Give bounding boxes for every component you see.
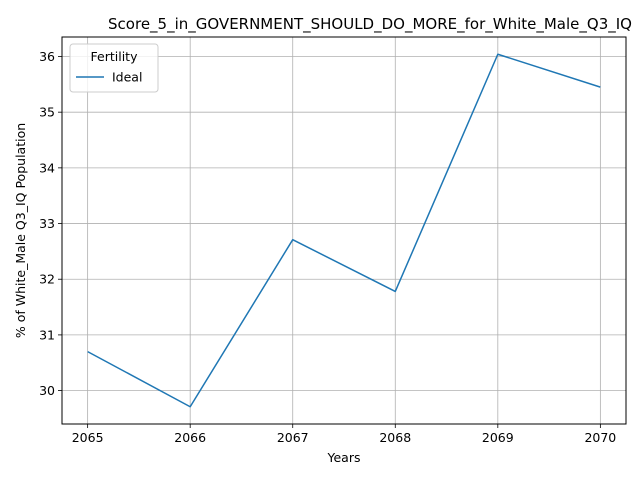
x-tick-label: 2069 — [482, 430, 514, 445]
x-tick-label: 2068 — [379, 430, 411, 445]
y-axis-ticks: 30 31 32 33 34 35 36 — [39, 49, 62, 398]
x-axis-ticks: 2065 2066 2067 2068 2069 2070 — [72, 424, 616, 445]
x-axis-title: Years — [327, 450, 361, 465]
series-layer — [87, 53, 601, 408]
plot-frame — [61, 36, 627, 425]
legend: Fertility Ideal — [69, 43, 159, 93]
grid-lines — [62, 37, 626, 424]
y-tick-label: 30 — [39, 383, 55, 398]
series-line-ideal — [87, 53, 601, 408]
legend-label: Ideal — [112, 70, 142, 85]
x-tick-label: 2067 — [277, 430, 309, 445]
legend-title: Fertility — [91, 49, 139, 64]
y-tick-label: 35 — [39, 105, 55, 120]
chart-title: Score_5_in_GOVERNMENT_SHOULD_DO_MORE_for… — [108, 15, 632, 34]
y-tick-label: 31 — [39, 327, 55, 342]
y-tick-label: 36 — [39, 49, 55, 64]
x-tick-label: 2065 — [72, 430, 104, 445]
legend-entries: Ideal — [76, 70, 142, 85]
y-tick-label: 32 — [39, 272, 55, 287]
y-axis-title: % of White_Male Q3_IQ Population — [13, 123, 28, 338]
y-tick-label: 34 — [39, 160, 55, 175]
x-tick-label: 2070 — [584, 430, 616, 445]
y-tick-label: 33 — [39, 216, 55, 231]
legend-box — [69, 43, 159, 93]
x-tick-label: 2066 — [174, 430, 206, 445]
